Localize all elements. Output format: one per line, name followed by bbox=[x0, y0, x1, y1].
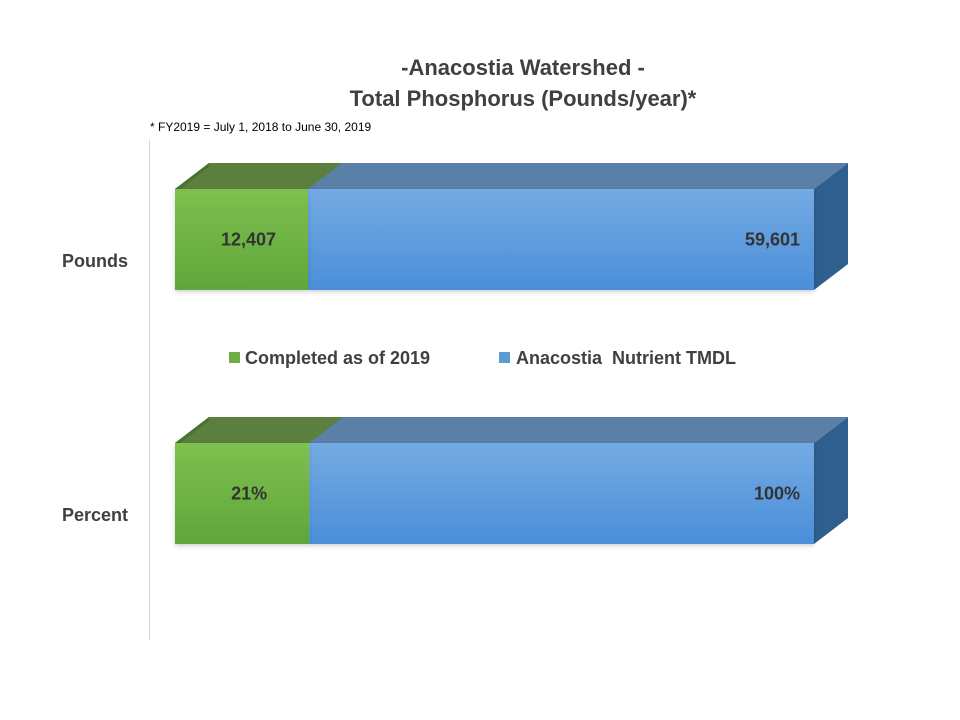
chart-title: -Anacostia Watershed - bbox=[401, 55, 645, 80]
data-label-completed-percent: 21% bbox=[231, 484, 267, 504]
bars-group: 12,407 59,601 21% 100% bbox=[175, 163, 848, 544]
chart-subtitle: Total Phosphorus (Pounds/year)* bbox=[350, 86, 697, 111]
legend: Completed as of 2019 Anacostia Nutrient … bbox=[229, 348, 736, 368]
data-label-tmdl-percent: 100% bbox=[754, 484, 800, 504]
bar-top-completed-pounds bbox=[175, 163, 343, 189]
legend-label-tmdl: Anacostia Nutrient TMDL bbox=[516, 348, 736, 368]
bar-front-completed-percent bbox=[175, 443, 310, 544]
category-label-pounds: Pounds bbox=[62, 251, 128, 271]
bar-side-tmdl-pounds bbox=[814, 163, 848, 290]
legend-swatch-tmdl bbox=[499, 352, 510, 363]
bar-top-completed-percent bbox=[175, 417, 344, 443]
bar-left-edge-pounds bbox=[175, 163, 209, 193]
legend-swatch-completed bbox=[229, 352, 240, 363]
bar-front-completed-pounds bbox=[175, 189, 309, 290]
bar-side-tmdl-percent bbox=[814, 417, 848, 544]
bar-top-tmdl-percent bbox=[175, 417, 848, 443]
legend-label-completed: Completed as of 2019 bbox=[245, 348, 430, 368]
category-label-percent: Percent bbox=[62, 505, 128, 525]
bar-top-tmdl-pounds bbox=[175, 163, 848, 189]
bar-front-tmdl-pounds bbox=[308, 189, 814, 290]
data-label-completed-pounds: 12,407 bbox=[221, 230, 276, 250]
bar-front-tmdl-percent bbox=[309, 443, 814, 544]
bar-left-edge-percent bbox=[175, 417, 209, 447]
data-label-tmdl-pounds: 59,601 bbox=[745, 230, 800, 250]
chart-note: * FY2019 = July 1, 2018 to June 30, 2019 bbox=[150, 120, 371, 134]
